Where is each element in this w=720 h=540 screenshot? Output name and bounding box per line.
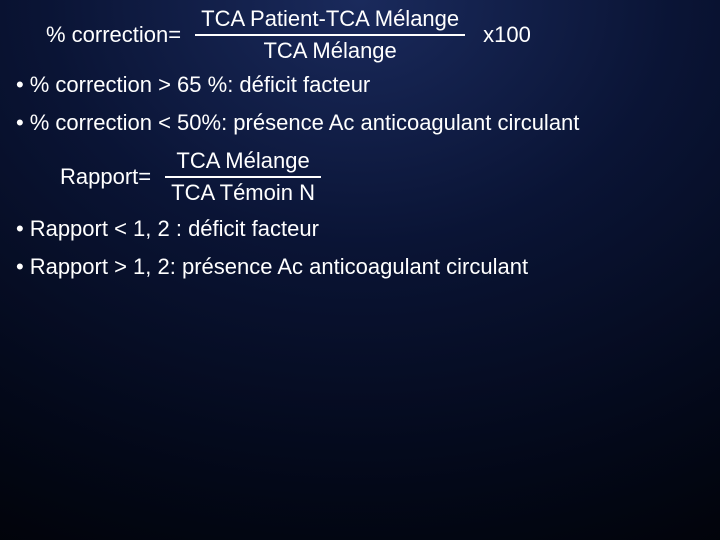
formula-correction-multiplier: x100 (473, 22, 531, 48)
bullet-text: % correction > 65 %: déficit facteur (30, 72, 371, 97)
bullet-correction-1: •% correction > 65 %: déficit facteur (16, 72, 710, 98)
bullet-rapport-2: •Rapport > 1, 2: présence Ac anticoagula… (16, 254, 710, 280)
bullet-dot: • (16, 72, 24, 97)
fraction-rapport-numerator: TCA Mélange (170, 148, 315, 176)
fraction-rapport-denominator: TCA Témoin N (165, 178, 321, 206)
fraction-rapport: TCA Mélange TCA Témoin N (165, 148, 321, 206)
bullet-dot: • (16, 216, 24, 241)
bullet-text: % correction < 50%: présence Ac anticoag… (30, 110, 580, 135)
bullet-text: Rapport < 1, 2 : déficit facteur (30, 216, 319, 241)
bullet-rapport-1: •Rapport < 1, 2 : déficit facteur (16, 216, 710, 242)
bullet-dot: • (16, 254, 24, 279)
formula-rapport-label: Rapport= (60, 164, 157, 190)
bullet-dot: • (16, 110, 24, 135)
formula-correction-label: % correction= (10, 22, 187, 48)
fraction-correction: TCA Patient-TCA Mélange TCA Mélange (195, 6, 465, 64)
bullet-correction-2: •% correction < 50%: présence Ac anticoa… (16, 110, 710, 136)
fraction-correction-numerator: TCA Patient-TCA Mélange (195, 6, 465, 34)
formula-correction: % correction= TCA Patient-TCA Mélange TC… (10, 6, 710, 64)
bullet-text: Rapport > 1, 2: présence Ac anticoagulan… (30, 254, 528, 279)
fraction-correction-denominator: TCA Mélange (257, 36, 402, 64)
formula-rapport: Rapport= TCA Mélange TCA Témoin N (60, 148, 710, 206)
